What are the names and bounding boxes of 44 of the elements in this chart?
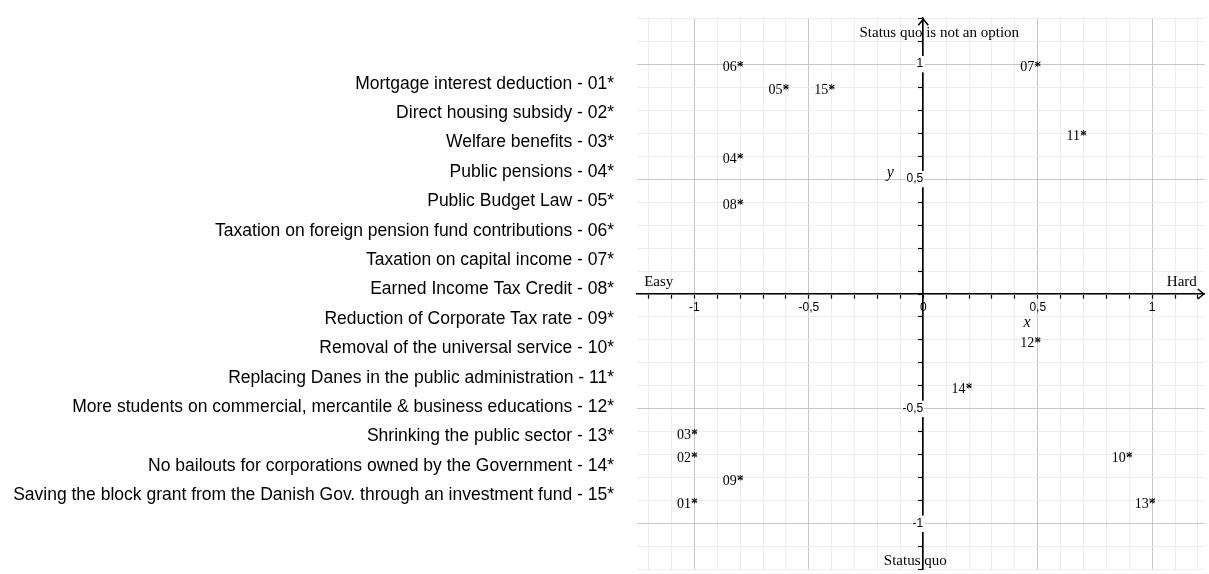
series-label: 06* (722, 58, 744, 74)
text: Mortgage interest deduction - 01* (355, 72, 614, 94)
series-label: 07* (1020, 58, 1042, 74)
text: Saving the block grant from the Danish Gov. through an investment fund - 15* (13, 484, 614, 506)
text: Public Budget Law - 05* (427, 190, 614, 212)
annotation: Hard (1166, 272, 1198, 289)
y-tick-label: 0,5 (906, 171, 924, 186)
annotation: Status quo is not an option (859, 24, 1020, 41)
y-tick-label: -0,5 (902, 401, 924, 416)
series-label: 11* (1066, 127, 1087, 143)
annotation: Status quo (883, 551, 947, 568)
text: Direct housing subsidy - 02* (396, 101, 614, 123)
series-label: 14* (951, 380, 973, 396)
y-tick-label: -1 (912, 516, 924, 531)
x-tick-label: 1 (1148, 299, 1156, 314)
series-label: 04* (722, 150, 744, 166)
x-tick-label: -1 (689, 299, 701, 314)
series-label: 12* (1020, 334, 1042, 350)
x-tick-label: -0,5 (798, 299, 820, 314)
series-label: 02* (676, 449, 698, 465)
series-label: 05* (768, 81, 790, 97)
text: Public pensions - 04* (449, 160, 614, 182)
x-axis-title: x (1022, 313, 1031, 331)
text: Earned Income Tax Credit - 08* (370, 278, 614, 300)
y-axis-title: y (884, 162, 895, 181)
text: No bailouts for corporations owned by the Government - 14* (148, 454, 614, 476)
y-tick-label: 1 (916, 56, 924, 71)
text: Welfare benefits - 03* (446, 131, 614, 153)
text: Taxation on capital income - 07* (365, 248, 614, 270)
text: Removal of the universal service - 10* (319, 337, 614, 359)
text: Reduction of Corporate Tax rate - 09* (324, 307, 614, 329)
series-label: 10* (1111, 449, 1133, 465)
x-tick-label: 0,5 (1029, 299, 1047, 314)
series-label: 09* (722, 472, 744, 488)
annotation: Easy (644, 272, 674, 289)
series-label: 13* (1134, 495, 1156, 511)
text: Shrinking the public sector - 13* (366, 425, 614, 447)
series-label: 08* (722, 196, 744, 212)
text: Replacing Danes in the public administration - 11* (228, 366, 614, 388)
series-label: 03* (676, 426, 698, 442)
text: Taxation on foreign pension fund contributions - 06* (215, 219, 614, 241)
series-label: 15* (814, 81, 836, 97)
text: More students on commercial, mercantile & business educations - 12* (72, 395, 614, 417)
series-label: 01* (676, 495, 698, 511)
